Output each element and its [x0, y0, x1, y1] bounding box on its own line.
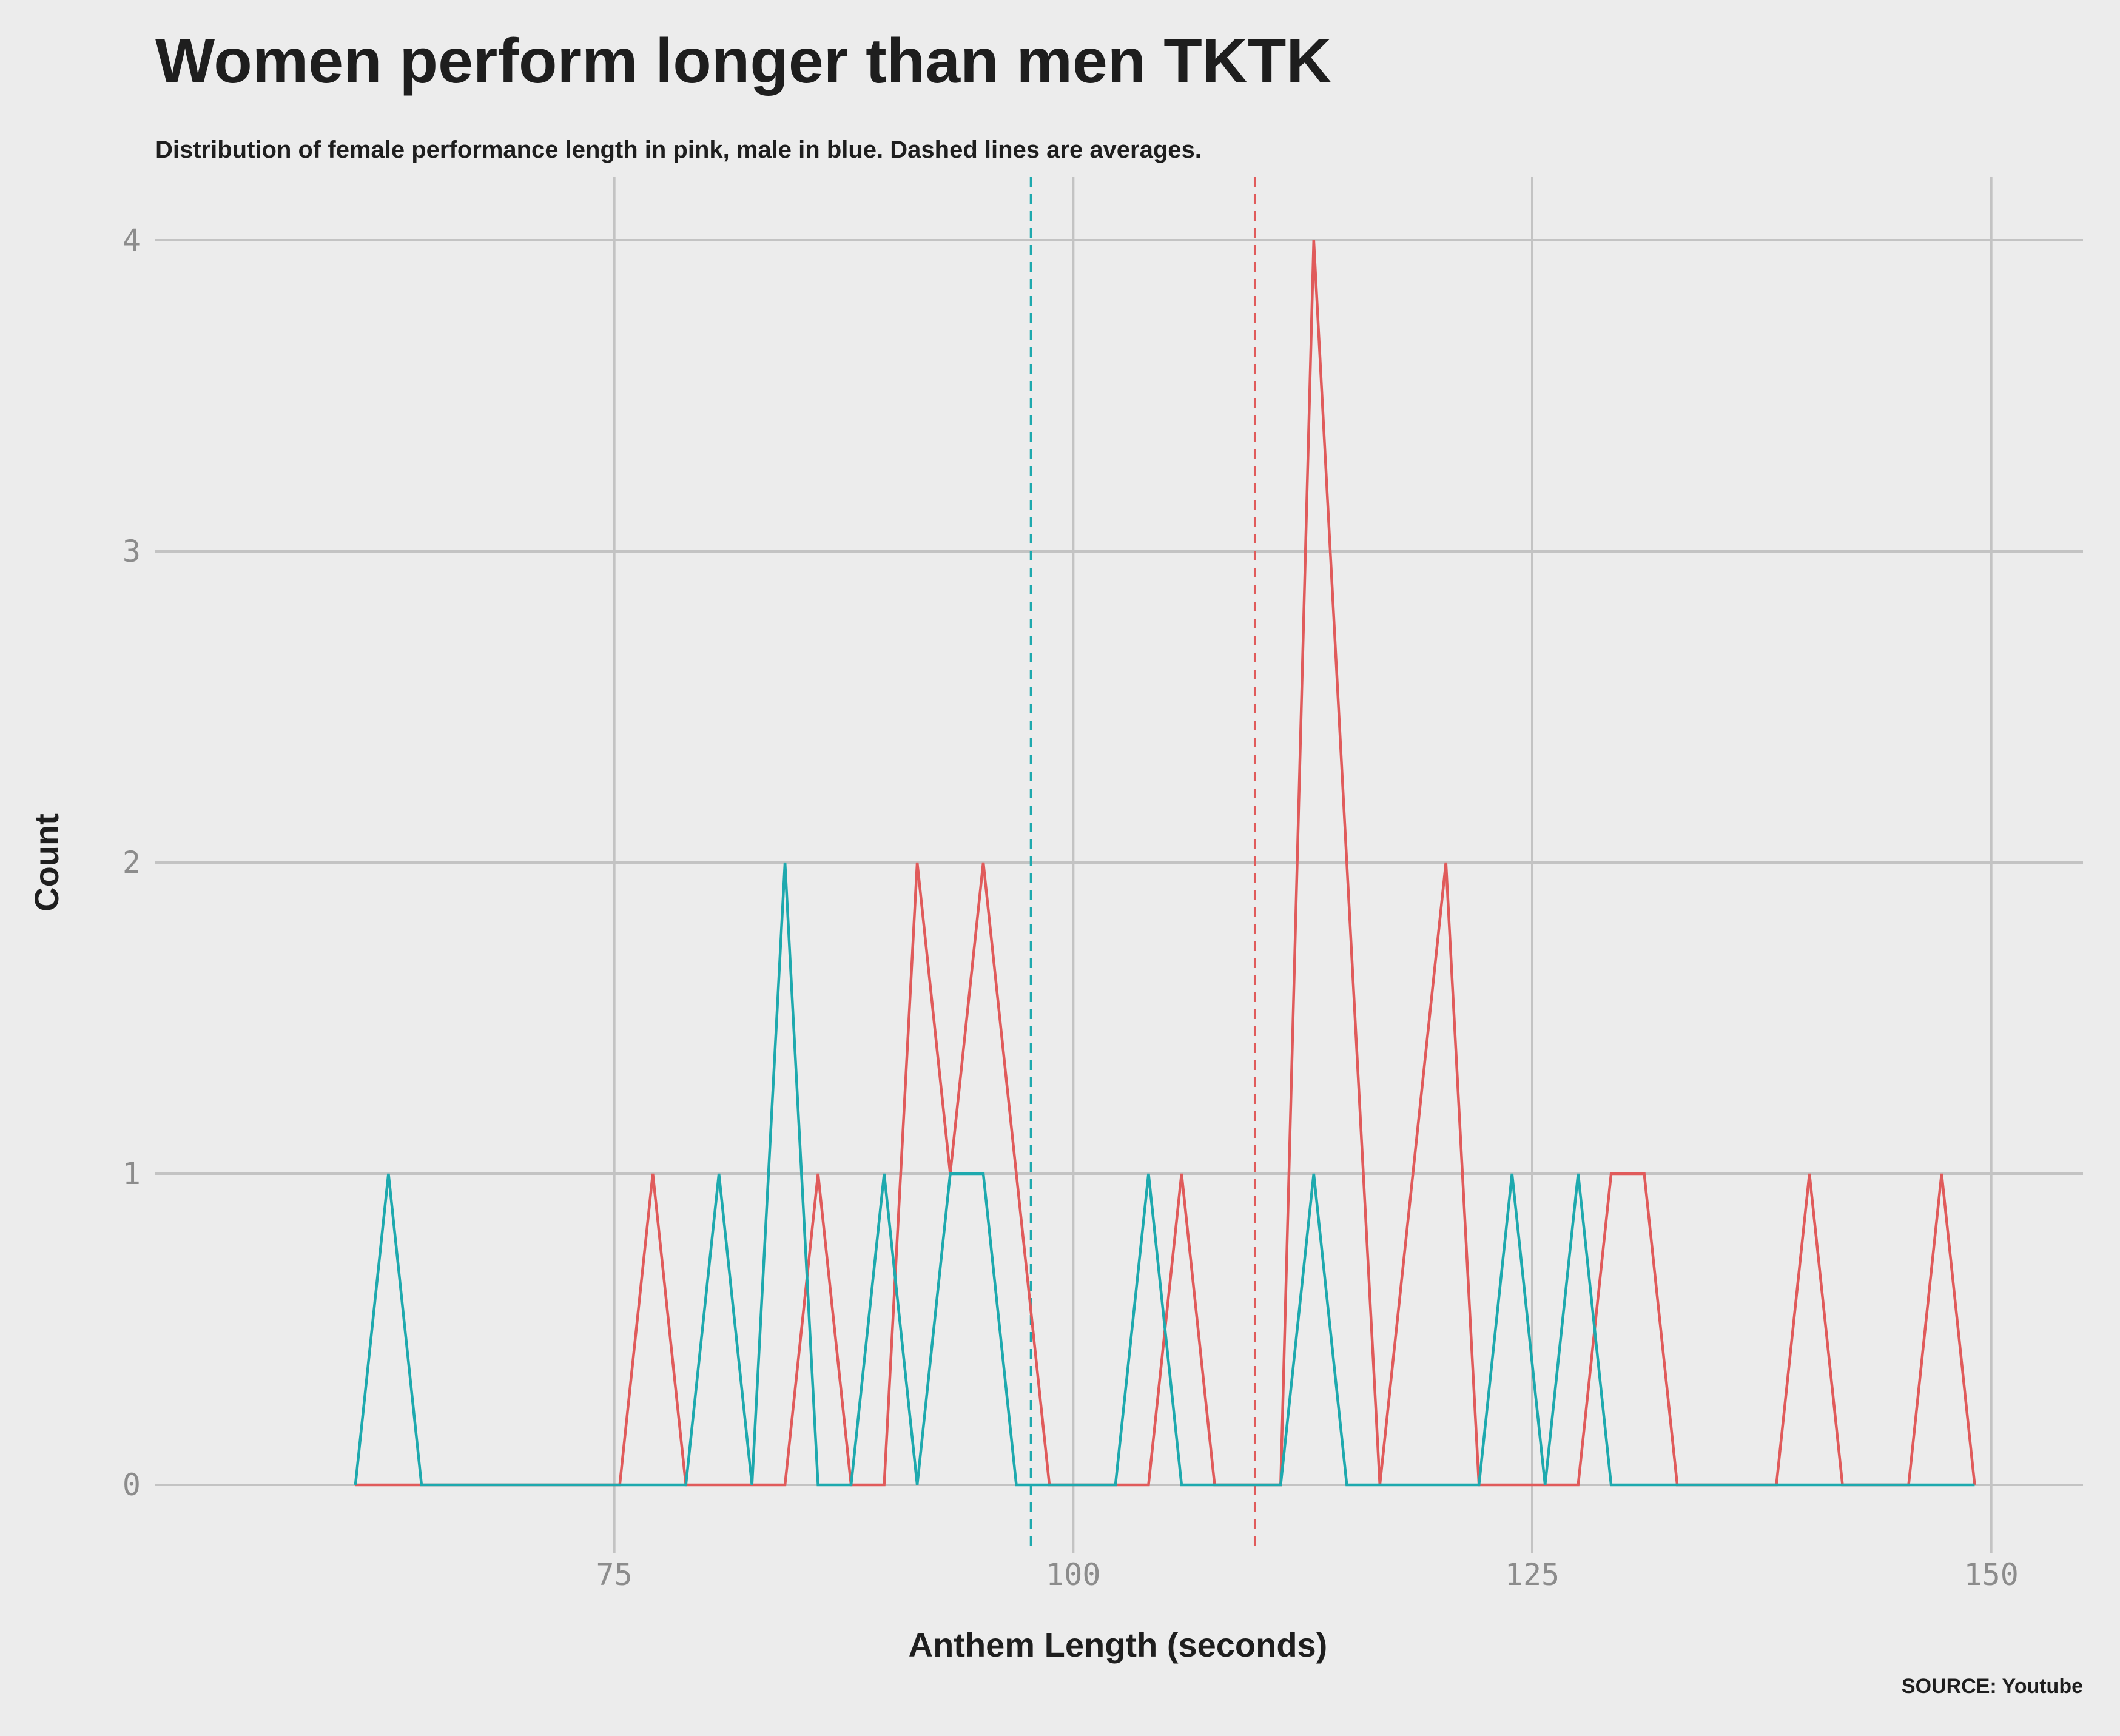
chart-subtitle: Distribution of female performance lengt… [155, 136, 1202, 163]
y-tick-label: 3 [123, 534, 141, 569]
x-axis-title: Anthem Length (seconds) [909, 1626, 1328, 1664]
y-tick-label: 4 [123, 223, 141, 258]
tick-labels: 75 100 125 150 0 1 2 3 4 [123, 223, 2019, 1592]
chart-title: Women perform longer than men TKTK [155, 26, 1332, 96]
source-note: SOURCE: Youtube [1902, 1675, 2083, 1698]
x-tick-label: 100 [1046, 1557, 1100, 1592]
y-tick-label: 2 [123, 845, 141, 880]
average-lines [1029, 177, 1256, 1553]
x-tick-label: 125 [1505, 1557, 1560, 1592]
x-tick-label: 75 [596, 1557, 633, 1592]
x-tick-label: 150 [1964, 1557, 2019, 1592]
series [354, 240, 1976, 1487]
series-line-male [354, 862, 1975, 1487]
y-tick-label: 0 [123, 1467, 141, 1502]
grid [155, 177, 2083, 1553]
y-tick-label: 1 [123, 1156, 141, 1191]
y-axis-title: Count [27, 813, 66, 912]
